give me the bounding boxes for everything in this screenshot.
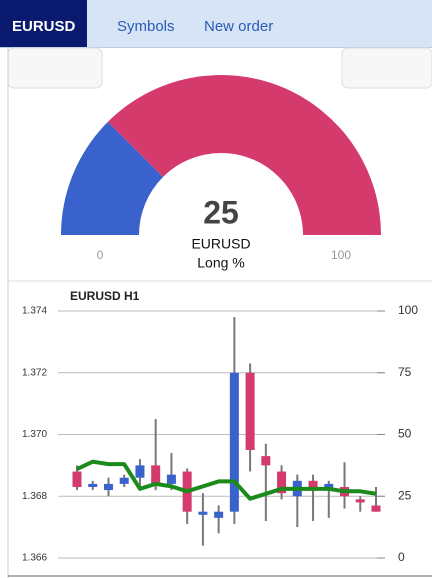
- candle-body: [166, 474, 176, 484]
- candle-body: [245, 372, 255, 450]
- gauge-label: EURUSD: [191, 236, 250, 252]
- y-tick-label: 1.368: [22, 491, 47, 502]
- candle-body: [214, 511, 224, 518]
- panel: [7, 47, 103, 89]
- tab[interactable]: Symbols: [117, 18, 175, 35]
- tab[interactable]: EURUSD: [0, 0, 88, 47]
- y2-tick-label: 25: [398, 488, 412, 502]
- chart-title: EURUSD H1: [70, 289, 140, 303]
- candle-body: [198, 511, 208, 515]
- candle-body: [151, 465, 161, 484]
- candle-body: [103, 483, 113, 491]
- y-tick-label: 1.370: [22, 429, 47, 440]
- tab-bar: EURUSD Symbols New order: [0, 0, 432, 48]
- y2-tick-label: 100: [398, 303, 418, 317]
- line-series: [76, 459, 377, 501]
- candle-body: [277, 471, 287, 494]
- candle-body: [88, 483, 98, 487]
- candle-body: [371, 505, 381, 512]
- gauge-max: 100: [331, 248, 351, 262]
- y2-tick-label: 75: [398, 365, 412, 379]
- candle-body: [261, 456, 271, 466]
- candle-body: [308, 480, 318, 491]
- gauge-value: 25: [203, 194, 239, 230]
- candle-body: [135, 465, 145, 478]
- candle-body: [229, 372, 239, 512]
- y2-tick-label: 50: [398, 427, 412, 441]
- tab[interactable]: New order: [204, 18, 274, 35]
- gauge-sublabel: Long %: [197, 255, 244, 271]
- candle-body: [355, 499, 365, 503]
- candle-body: [72, 471, 82, 487]
- gauge-short: [107, 74, 381, 235]
- y-tick-label: 1.366: [22, 553, 47, 564]
- y-tick-label: 1.372: [22, 367, 47, 378]
- gauge-long: [61, 121, 164, 235]
- candle-body: [119, 477, 129, 484]
- y2-tick-label: 0: [398, 550, 405, 564]
- panel: [341, 47, 432, 89]
- y-tick-label: 1.374: [22, 306, 47, 317]
- gauge-min: 0: [97, 248, 104, 262]
